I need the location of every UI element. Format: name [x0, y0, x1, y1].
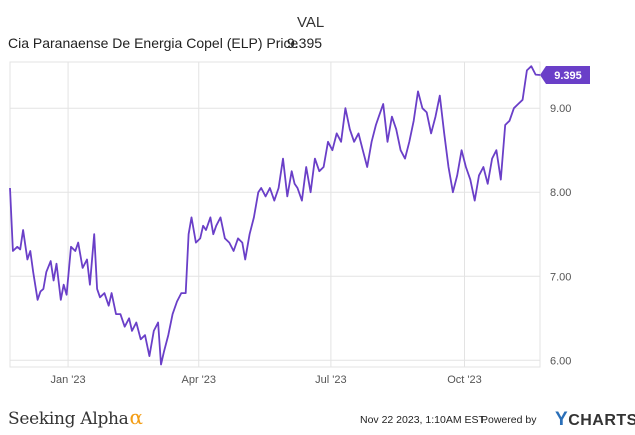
chart-grid: [9, 61, 541, 368]
ycharts-y-mark: Y: [555, 409, 569, 430]
brand-name: Seeking Alpha: [8, 409, 129, 429]
x-tick-label: Jan '23: [51, 374, 86, 386]
ycharts-wordmark: CHARTS: [568, 412, 635, 429]
series-line: [9, 65, 541, 366]
last-value-label: 9.395: [554, 70, 582, 82]
timestamp: Nov 22 2023, 1:10AM EST.: [360, 414, 487, 426]
powered-by-label: Powered by: [481, 414, 537, 426]
x-tick-label: Oct '23: [447, 374, 482, 386]
seeking-alpha-logo: Seeking Alphaα: [8, 405, 143, 429]
y-tick-label: 7.00: [550, 271, 571, 283]
ycharts-logo: YCHARTS: [555, 409, 635, 431]
legend-series-name: Cia Paranaense De Energia Copel (ELP) Pr…: [8, 35, 299, 51]
legend-series-value: 9.395: [287, 35, 323, 51]
legend-header: VAL: [297, 14, 325, 31]
chart-axes: 6.00 7.00 8.00 9.00 Jan '23 Apr '23 Jul '23 Oct…: [51, 103, 572, 386]
y-tick-label: 9.00: [550, 103, 571, 115]
x-tick-label: Jul '23: [315, 374, 346, 386]
price-chart: 6.00 7.00 8.00 9.00 Jan '23 Apr '23 Jul '23 Oct…: [9, 61, 590, 386]
alpha-icon: α: [129, 405, 144, 429]
last-value-badge-shape: [540, 66, 590, 85]
y-tick-label: 8.00: [550, 187, 571, 199]
plot-frame: [9, 61, 541, 368]
y-tick-label: 6.00: [550, 355, 571, 367]
chart-series: [9, 65, 541, 366]
last-value-badge: 9.395: [540, 66, 590, 85]
x-tick-label: Apr '23: [182, 374, 217, 386]
